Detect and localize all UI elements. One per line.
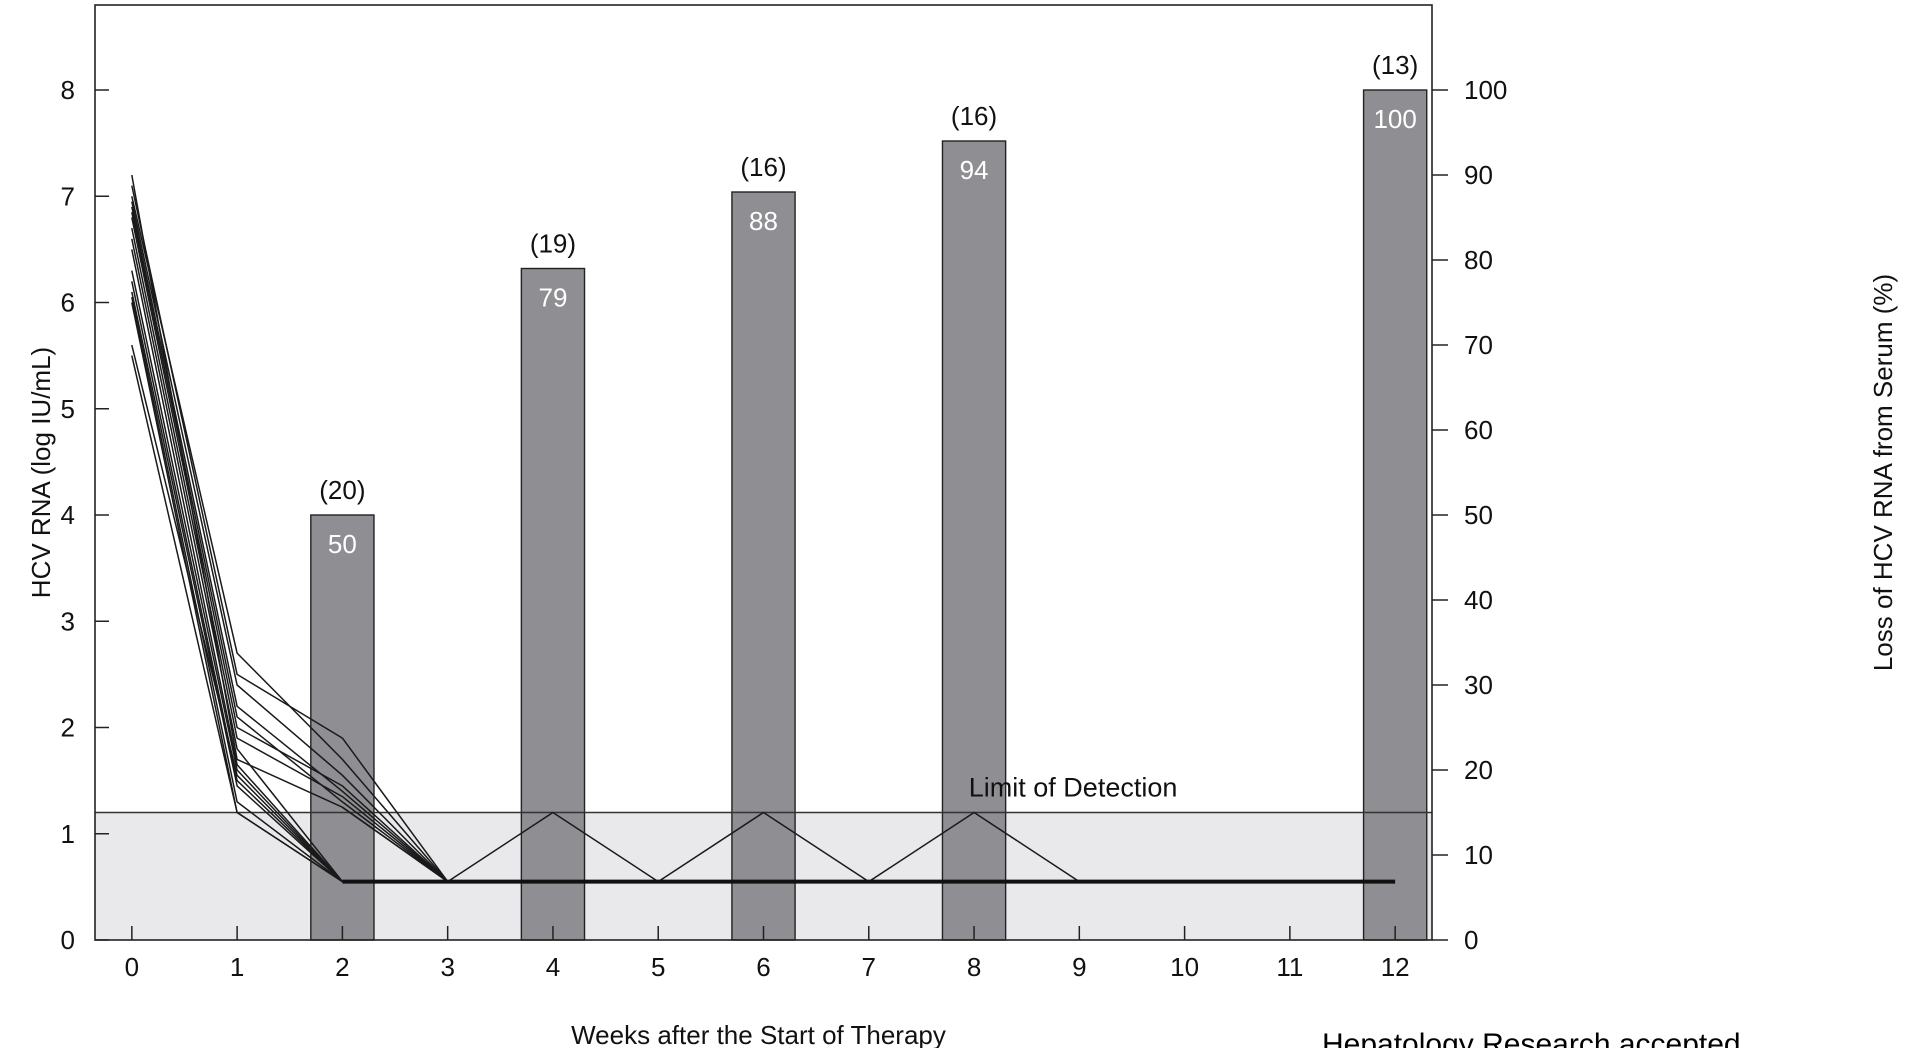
x-tick-label: 6 [756, 952, 770, 982]
y-left-tick-label: 7 [61, 181, 75, 211]
patient-line-8 [131, 227, 449, 883]
y-right-tick-label: 60 [1464, 415, 1493, 445]
y-axis-left-title: HCV RNA (log IU/mL) [26, 347, 56, 598]
y-left-tick-label: 0 [61, 925, 75, 955]
source-credit: Hepatology Research accepted [1322, 1028, 1741, 1048]
x-axis-title: Weeks after the Start of Therapy [571, 1020, 946, 1048]
x-tick-label: 2 [335, 952, 349, 982]
y-axis-right-title: Loss of HCV RNA from Serum (%) [1868, 274, 1898, 671]
axes-layer: 0 1 2 3 4 5 6 7 8 9 10 11 12012345678010203040506070… [61, 75, 1508, 982]
bar-value-label: 100 [1373, 104, 1416, 134]
y-right-tick-label: 40 [1464, 585, 1493, 615]
y-left-tick-label: 6 [61, 288, 75, 318]
bar-week-6 [731, 191, 796, 941]
bar-count-label: (13) [1372, 50, 1418, 80]
y-right-tick-label: 80 [1464, 245, 1493, 275]
y-left-tick-label: 4 [61, 500, 75, 530]
y-left-tick-label: 2 [61, 713, 75, 743]
bar-week-4 [520, 267, 586, 941]
patient-line-12 [131, 281, 343, 883]
bar-count-label: (20) [319, 475, 365, 505]
patient-lines-layer [131, 174, 1396, 884]
bar-value-label: 79 [538, 283, 567, 313]
patient-line-16 [131, 344, 343, 883]
bar-value-label: 88 [749, 206, 778, 236]
y-right-tick-label: 0 [1464, 925, 1478, 955]
patient-line-6 [131, 212, 449, 883]
y-right-tick-label: 70 [1464, 330, 1493, 360]
y-left-tick-label: 3 [61, 606, 75, 636]
y-left-tick-label: 8 [61, 75, 75, 105]
patient-line-7 [131, 217, 449, 883]
limit-of-detection-label: Limit of Detection [969, 773, 1178, 803]
bar-count-label: (19) [530, 229, 576, 259]
x-tick-label: 8 [967, 952, 981, 982]
y-right-tick-label: 30 [1464, 670, 1493, 700]
patient-line-14 [131, 297, 343, 883]
patient-line-11 [131, 270, 343, 883]
x-tick-label: 3 [440, 952, 454, 982]
x-tick-label: 7 [862, 952, 876, 982]
x-tick-label: 1 [230, 952, 244, 982]
patient-line-4 [131, 201, 449, 883]
bar-week-2 [310, 514, 375, 941]
bar-count-label: (16) [740, 152, 786, 182]
bar-value-label: 94 [960, 155, 989, 185]
y-right-tick-label: 90 [1464, 160, 1493, 190]
x-tick-label: 11 [1276, 952, 1303, 982]
bar-week-8 [941, 140, 1007, 941]
y-left-tick-label: 1 [61, 819, 75, 849]
patient-line-5 [131, 206, 449, 883]
x-tick-label: 9 [1072, 952, 1086, 982]
bar-labels-layer: (20) 50 (19) 79 (16) 88 (16) 94 (13) 100 [319, 50, 1418, 559]
patient-line-3 [131, 196, 449, 883]
patient-line-13 [131, 291, 343, 883]
patient-line-10 [131, 249, 343, 883]
x-tick-label: 4 [546, 952, 560, 982]
y-right-tick-label: 10 [1464, 840, 1493, 870]
y-right-tick-label: 50 [1464, 500, 1493, 530]
bar-value-label: 50 [328, 529, 357, 559]
y-right-tick-label: 20 [1464, 755, 1493, 785]
y-right-tick-label: 100 [1464, 75, 1507, 105]
x-tick-label: 5 [651, 952, 665, 982]
bars-layer [310, 89, 1428, 941]
y-left-tick-label: 5 [61, 394, 75, 424]
patient-line-18 [341, 806, 1080, 883]
x-tick-label: 10 [1170, 952, 1199, 982]
patient-line-17 [131, 355, 343, 883]
x-tick-label: 0 [125, 952, 139, 982]
x-tick-label: 12 [1381, 952, 1410, 982]
patient-line-9 [131, 238, 343, 883]
bar-count-label: (16) [951, 101, 997, 131]
